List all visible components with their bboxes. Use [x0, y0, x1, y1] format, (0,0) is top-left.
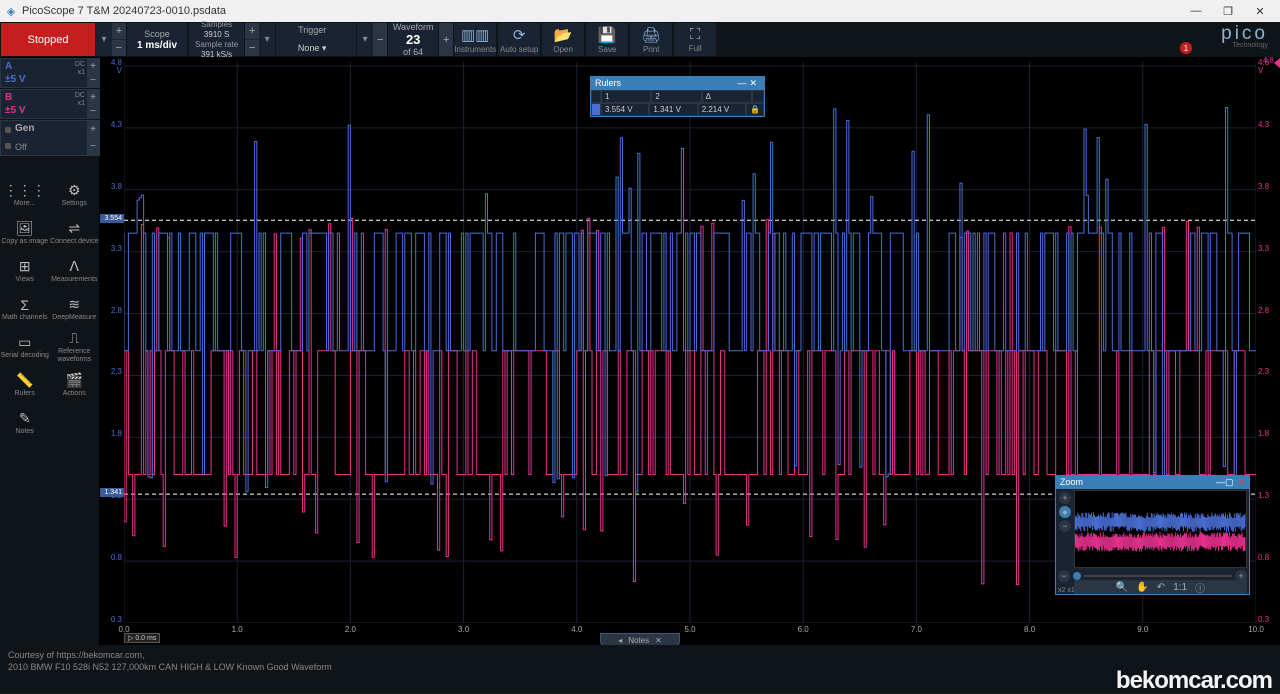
ruler-val-1: 3.554 V: [601, 103, 649, 116]
tool-deepmeasure[interactable]: ≋DeepMeasure: [50, 290, 100, 328]
zoom-max-icon[interactable]: ▢: [1225, 477, 1234, 488]
rulers-close-icon[interactable]: ✕: [746, 78, 760, 89]
rulers-panel[interactable]: Rulers—✕ 1 2 Δ 3.554 V 1.341 V 2.214 V 🔒: [590, 76, 765, 117]
samples-stepper[interactable]: +−: [245, 23, 259, 56]
tool-math[interactable]: ΣMath channels: [0, 290, 50, 328]
zoom-min-icon[interactable]: —: [1216, 477, 1225, 488]
ruler-val-delta: 2.214 V: [698, 103, 746, 116]
timebase-stepper[interactable]: +−: [112, 23, 126, 56]
zoom-icon-0[interactable]: 🔍: [1116, 582, 1128, 593]
x-axis: 0.01.02.03.04.05.06.07.08.09.010.0: [124, 623, 1256, 645]
zoom-panel[interactable]: Zoom—▢✕ + ● − − + x2 x1 🔍✋↶1:1ⓘ: [1055, 475, 1250, 595]
waveform-stepper-prev[interactable]: −: [373, 23, 387, 56]
autosetup-button[interactable]: ⟳Auto setup: [498, 23, 540, 56]
tool-views[interactable]: ⊞Views: [0, 252, 50, 290]
tool-measurements[interactable]: ᐱMeasurements: [50, 252, 100, 290]
window-title: PicoScope 7 T&M 20240723-0010.psdata: [22, 5, 1180, 17]
tool-refwave[interactable]: ⎍Reference waveforms: [50, 328, 100, 366]
zoom-v-minus[interactable]: −: [1059, 520, 1071, 532]
lock-icon[interactable]: 🔒: [746, 103, 764, 116]
notes-close-icon[interactable]: ✕: [655, 636, 662, 645]
channel-b-panel[interactable]: B ±5 V DCx1 +−: [0, 89, 100, 119]
tool-settings[interactable]: ⚙Settings: [50, 176, 100, 214]
tool-serial[interactable]: ▭Serial decoding: [0, 328, 50, 366]
rulers-min-icon[interactable]: —: [737, 78, 746, 89]
tool-copyimg[interactable]: 🖼Copy as image: [0, 214, 50, 252]
minimize-button[interactable]: —: [1180, 0, 1212, 22]
tool-more[interactable]: ⋮⋮⋮More...: [0, 176, 50, 214]
trigger-dropdown[interactable]: ▾: [357, 23, 373, 56]
courtesy-line1: Courtesy of https://bekomcar.com,: [8, 649, 1116, 661]
scope-panel[interactable]: Scope 1 ms/div: [127, 23, 187, 56]
ruler-label-r2[interactable]: 1.341: [100, 488, 124, 497]
ruler-hdr-delta: Δ: [702, 90, 752, 103]
rulers-title: Rulers: [595, 78, 737, 89]
zoom-icon-3[interactable]: 1:1: [1173, 582, 1187, 593]
footer: Courtesy of https://bekomcar.com, 2010 B…: [0, 645, 1280, 693]
status-dropdown[interactable]: ▾: [96, 23, 112, 56]
zoom-icon-1[interactable]: ✋: [1136, 582, 1148, 593]
waveform-panel[interactable]: Waveform 23 of 64: [388, 23, 438, 56]
gen-panel[interactable]: Gen Off +−: [0, 120, 100, 156]
samples-dropdown[interactable]: ▾: [259, 23, 275, 56]
maximize-button[interactable]: ❐: [1212, 0, 1244, 22]
ruler-hdr-1: 1: [601, 90, 651, 103]
trigger-panel[interactable]: Trigger None ▾: [276, 23, 356, 56]
ruler-hdr-2: 2: [651, 90, 701, 103]
ruler-val-2: 1.341 V: [649, 103, 697, 116]
channel-a-panel[interactable]: A ±5 V DCx1 +−: [0, 58, 100, 88]
y-axis-left: V 0.30.81.31.82.32.83.33.84.34.8: [100, 58, 124, 623]
full-button[interactable]: ⛶Full: [674, 23, 716, 56]
zoom-icon-2[interactable]: ↶: [1157, 582, 1165, 593]
waveform-stepper-next[interactable]: +: [439, 23, 453, 56]
channel-b-stepper[interactable]: +−: [87, 90, 99, 118]
x-cursor-flag[interactable]: ▷ 0.0 ms: [124, 633, 160, 643]
tool-connect[interactable]: ⇌Connect device: [50, 214, 100, 252]
tools-grid: ⋮⋮⋮More...⚙Settings🖼Copy as image⇌Connec…: [0, 176, 99, 442]
save-button[interactable]: 💾Save: [586, 23, 628, 56]
zoom-v-plus[interactable]: +: [1059, 492, 1071, 504]
toolbar: Stopped ▾ +− Scope 1 ms/div Samples 3910…: [0, 22, 1280, 58]
channel-a-stepper[interactable]: +−: [87, 59, 99, 87]
trigger-label: Trigger: [298, 25, 326, 35]
scope-label: Scope: [144, 29, 170, 40]
zoom-icon-4[interactable]: ⓘ: [1195, 580, 1205, 595]
zoom-close-icon[interactable]: ✕: [1233, 477, 1245, 488]
sidebar: A ±5 V DCx1 +− B ±5 V DCx1 +− Gen Off +−…: [0, 58, 100, 645]
zoom-v-dot[interactable]: ●: [1059, 506, 1071, 518]
tool-actions[interactable]: 🎬Actions: [50, 366, 100, 404]
instruments-button[interactable]: ▥▥Instruments: [454, 23, 496, 56]
close-button[interactable]: ✕: [1244, 0, 1276, 22]
y-axis-right: V 4.8 0.30.81.31.82.32.83.33.84.34.8: [1256, 58, 1280, 623]
zoom-h-dot[interactable]: [1073, 572, 1081, 580]
zoom-h-minus[interactable]: −: [1058, 570, 1070, 582]
zoom-overview[interactable]: [1074, 490, 1247, 568]
zoom-toolbar: 🔍 ✋ ↶ 1:1 ⓘ: [1074, 580, 1247, 594]
title-bar: ◈ PicoScope 7 T&M 20240723-0010.psdata —…: [0, 0, 1280, 22]
samples-panel[interactable]: Samples 3910 S Sample rate 391 kS/s: [189, 23, 244, 56]
gen-stepper[interactable]: +−: [87, 121, 99, 155]
scope-timebase: 1 ms/div: [137, 40, 177, 51]
tool-rulers[interactable]: 📏Rulers: [0, 366, 50, 404]
app-icon: ◈: [4, 4, 18, 18]
zoom-scale-label: x2 x1: [1058, 587, 1075, 594]
watermark: bekomcar.com: [1116, 675, 1272, 689]
print-button[interactable]: 🖨Print: [630, 23, 672, 56]
tool-notes[interactable]: ✎Notes: [0, 404, 50, 442]
open-button[interactable]: 📂Open: [542, 23, 584, 56]
brand-logo: pico Technology: [1213, 22, 1280, 57]
right-marker-icon: [1274, 58, 1280, 68]
notification-badge[interactable]: 1: [1180, 42, 1192, 54]
ruler-label-r1[interactable]: 3.554: [100, 214, 124, 223]
run-status-button[interactable]: Stopped: [1, 23, 95, 56]
plot-area: V 0.30.81.31.82.32.83.33.84.34.8 V 4.8 0…: [100, 58, 1280, 645]
courtesy-line2: 2010 BMW F10 528i N52 127,000km CAN HIGH…: [8, 661, 1116, 673]
